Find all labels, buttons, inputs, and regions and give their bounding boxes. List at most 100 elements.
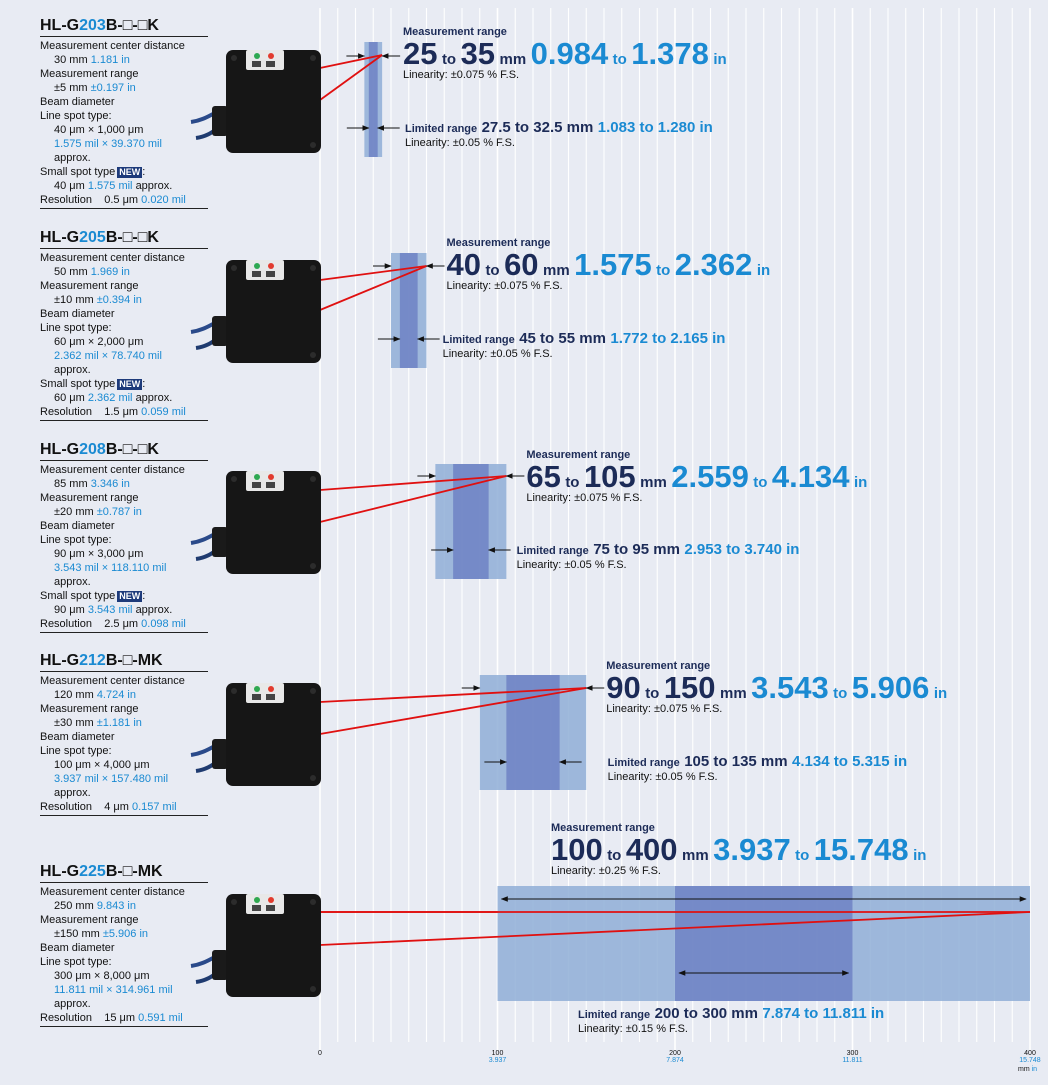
spec-text: Measurement center distance (40, 886, 185, 898)
led-red (268, 53, 274, 59)
unit-in: in (713, 51, 727, 68)
to-word: to (833, 685, 848, 702)
spec-text: Beam diameter (40, 96, 115, 108)
spec-text: 90 μm × 3,000 μm (54, 548, 144, 560)
range-inch: 2.559 to 4.134 in (671, 461, 867, 492)
axis-inch: 7.874 (655, 1057, 695, 1064)
spec-row: Measurement range (40, 67, 208, 81)
sensor-head (190, 50, 321, 153)
spec-inch-value: 0.591 mil (138, 1012, 183, 1024)
spec-text: Line spot type: (40, 534, 112, 546)
spec-row: approx. (40, 575, 208, 589)
spec-list: Measurement center distance 30 mm 1.181 i… (40, 39, 208, 209)
spec-text: Resolution (40, 1012, 92, 1024)
laser-beam (319, 265, 427, 311)
model-prefix: HL-G (40, 229, 80, 246)
spec-inch-value: 9.843 in (96, 900, 136, 912)
spec-row: 85 mm 3.346 in (40, 477, 208, 491)
sensor-connector (212, 106, 228, 136)
range-in-min: 2.559 (671, 459, 749, 494)
mount-hole (310, 55, 316, 61)
limited-linearity: Linearity: ±0.05 % F.S. (517, 559, 800, 571)
sensor-button (266, 271, 275, 277)
spec-text: Measurement range (40, 914, 139, 926)
spec-list: Measurement center distance 120 mm 4.724 … (40, 674, 208, 816)
spec-text: Beam diameter (40, 731, 115, 743)
linearity-text: Linearity: ±0.05 % F.S. (607, 771, 718, 783)
model-prefix: HL-G (40, 441, 80, 458)
new-badge: NEW (117, 591, 143, 602)
limited-range-values: Limited range 200 to 300 mm 7.874 to 11.… (578, 1005, 884, 1023)
limited-inch: 4.134 to 5.315 in (792, 753, 908, 770)
axis-mm-text: 300 (846, 1050, 859, 1057)
model-spec-block: HL-G225B-□-MK Measurement center distance… (40, 862, 208, 1027)
spec-row: Small spot type NEW: (40, 589, 208, 603)
axis-tick-label: 100 3.937 (478, 1050, 518, 1064)
range-in-min: 1.575 (574, 247, 652, 282)
model-suffix: B-□-MK (105, 863, 163, 880)
spec-text: 100 μm × 4,000 μm (54, 759, 150, 771)
linearity-text: Linearity: ±0.075 % F.S. (403, 69, 520, 81)
limited-range-values: Limited range 27.5 to 32.5 mm 1.083 to 1… (405, 119, 713, 137)
linearity-text: Linearity: ±0.15 % F.S. (578, 1023, 688, 1035)
spec-text: ±150 mm (54, 928, 100, 940)
limited-linearity: Linearity: ±0.05 % F.S. (608, 771, 908, 783)
spec-inch-value: 3.346 in (90, 478, 130, 490)
spec-row: 300 μm × 8,000 μm (40, 969, 208, 983)
model-number: 203 (79, 17, 106, 34)
spec-row: 30 mm 1.181 in (40, 53, 208, 67)
spec-inch-value: 1.969 in (90, 266, 130, 278)
limited-range-band (675, 886, 853, 1001)
axis-tick-label: 0 (300, 1050, 340, 1057)
spec-row: Resolution 0.5 μm 0.020 mil (40, 193, 208, 209)
mount-hole (310, 899, 316, 905)
measurement-range-values: 40 to 60 mm 1.575 to 2.362 in (447, 249, 771, 280)
axis-inch: 11.811 (833, 1057, 873, 1064)
spec-suffix: : (142, 378, 146, 390)
spec-list: Measurement center distance 85 mm 3.346 i… (40, 463, 208, 633)
mount-hole (310, 265, 316, 271)
spec-text: Small spot type (40, 590, 116, 602)
spec-text: ±10 mm (54, 294, 94, 306)
spec-list: Measurement center distance 250 mm 9.843 … (40, 885, 208, 1027)
spec-inch-value: 1.181 in (90, 54, 130, 66)
measurement-range-caption: Measurement range (447, 237, 771, 249)
range-mm-min: 100 (551, 832, 603, 867)
caption-text: Measurement range (551, 822, 655, 834)
limited-inch: 1.083 to 1.280 in (597, 119, 713, 136)
sensor-button (266, 905, 275, 911)
spec-text: 40 μm (54, 180, 85, 192)
range-linearity: Linearity: ±0.075 % F.S. (526, 492, 867, 504)
axis-unit-label: mm in (1018, 1066, 1037, 1073)
range-inch: 3.937 to 15.748 in (713, 834, 926, 865)
range-mm-max: 60 (504, 247, 539, 282)
spec-row: 90 μm × 3,000 μm (40, 547, 208, 561)
spec-text: 250 mm (54, 900, 94, 912)
range-linearity: Linearity: ±0.075 % F.S. (447, 280, 771, 292)
spec-value: 4 μm (104, 801, 129, 813)
laser-beam (319, 54, 383, 69)
spec-row: Beam diameter (40, 307, 208, 321)
spec-inch-value: ±0.394 in (96, 294, 142, 306)
model-prefix: HL-G (40, 863, 80, 880)
measurement-range-label: Measurement range 25 to 35 mm 0.984 to 1.… (403, 26, 727, 81)
spec-row: 3.543 mil × 118.110 mil (40, 561, 208, 575)
measurement-range-values: 100 to 400 mm 3.937 to 15.748 in (551, 834, 926, 865)
mount-hole (231, 899, 237, 905)
led-red (268, 897, 274, 903)
spec-text: 40 μm × 1,000 μm (54, 124, 144, 136)
spec-inch-value: 0.157 mil (131, 801, 177, 813)
range-linearity: Linearity: ±0.075 % F.S. (403, 69, 727, 81)
axis-mm: 200 (655, 1050, 695, 1057)
sensor-button (252, 694, 261, 700)
to-word: to (607, 847, 622, 864)
limited-inch: 2.953 to 3.740 in (684, 541, 800, 558)
spec-text: Measurement range (40, 280, 139, 292)
new-badge: NEW (117, 167, 143, 178)
spec-inch-value: 0.059 mil (141, 406, 186, 418)
spec-row: 11.811 mil × 314.961 mil (40, 983, 208, 997)
spec-row: ±20 mm ±0.787 in (40, 505, 208, 519)
axis-mm: 400 (1010, 1050, 1048, 1057)
model-suffix: B-□-MK (105, 652, 163, 669)
